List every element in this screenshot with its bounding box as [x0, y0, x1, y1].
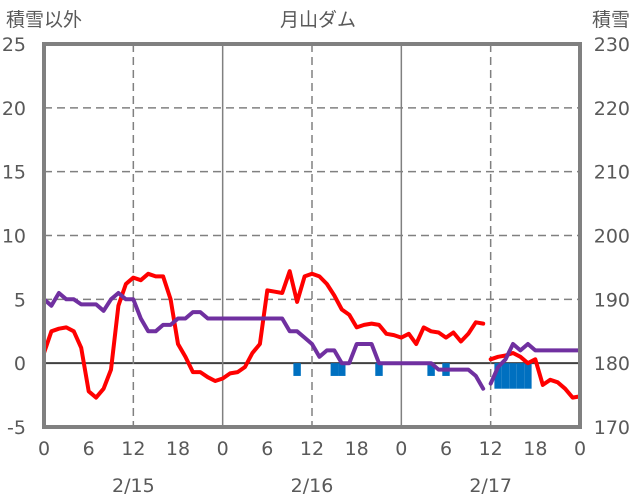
- grid: [44, 44, 580, 427]
- chart-title: 月山ダム: [280, 9, 356, 31]
- y-right-tick: 170: [594, 417, 630, 439]
- y-left-tick: 10: [2, 226, 26, 248]
- x-date-label: 2/16: [291, 475, 334, 497]
- bar: [501, 363, 510, 389]
- bar: [516, 363, 525, 389]
- x-date-label: 2/15: [112, 475, 155, 497]
- x-tick: 18: [166, 438, 190, 460]
- y-right-tick: 230: [594, 34, 630, 56]
- bar: [375, 363, 383, 376]
- bar: [330, 363, 339, 376]
- line-series: [42, 269, 582, 400]
- y-left-tick: 5: [14, 289, 26, 311]
- y-right-tick: 210: [594, 162, 630, 184]
- x-tick: 12: [121, 438, 145, 460]
- x-tick: 18: [345, 438, 369, 460]
- y-right-tick: 220: [594, 98, 630, 120]
- x-tick: 12: [300, 438, 324, 460]
- x-tick: 18: [523, 438, 547, 460]
- right-axis-label: 積雪: [592, 9, 630, 31]
- right-axis-ticks: 230 220 210 200 190 180 170: [594, 34, 630, 439]
- bar: [494, 363, 502, 389]
- x-tick: 6: [83, 438, 95, 460]
- y-left-tick: -5: [7, 417, 26, 439]
- x-axis-dates: 2/15 2/16 2/17: [112, 475, 512, 497]
- x-tick: 6: [261, 438, 273, 460]
- series-line-2: [42, 291, 582, 391]
- bar: [338, 363, 346, 376]
- x-tick: 0: [395, 438, 407, 460]
- left-axis-ticks: 25 20 15 10 5 0 -5: [2, 34, 26, 439]
- x-axis-ticks: 0 6 12 18 0 6 12 18 0 6 12 18 0: [38, 438, 586, 460]
- y-left-tick: 25: [2, 34, 26, 56]
- x-tick: 0: [38, 438, 50, 460]
- x-date-label: 2/17: [469, 475, 512, 497]
- x-tick: 0: [217, 438, 229, 460]
- left-axis-label: 積雪以外: [6, 9, 82, 31]
- y-left-tick: 0: [14, 353, 26, 375]
- bar: [427, 363, 435, 376]
- x-tick: 12: [479, 438, 503, 460]
- bar: [524, 363, 532, 389]
- y-right-tick: 190: [594, 289, 630, 311]
- x-tick: 6: [440, 438, 452, 460]
- x-tick: 0: [574, 438, 586, 460]
- y-right-tick: 180: [594, 353, 630, 375]
- y-right-tick: 200: [594, 226, 630, 248]
- y-left-tick: 20: [2, 98, 26, 120]
- bar: [509, 363, 517, 389]
- bar: [293, 363, 301, 376]
- plot-frame: [42, 42, 582, 429]
- y-left-tick: 15: [2, 162, 26, 184]
